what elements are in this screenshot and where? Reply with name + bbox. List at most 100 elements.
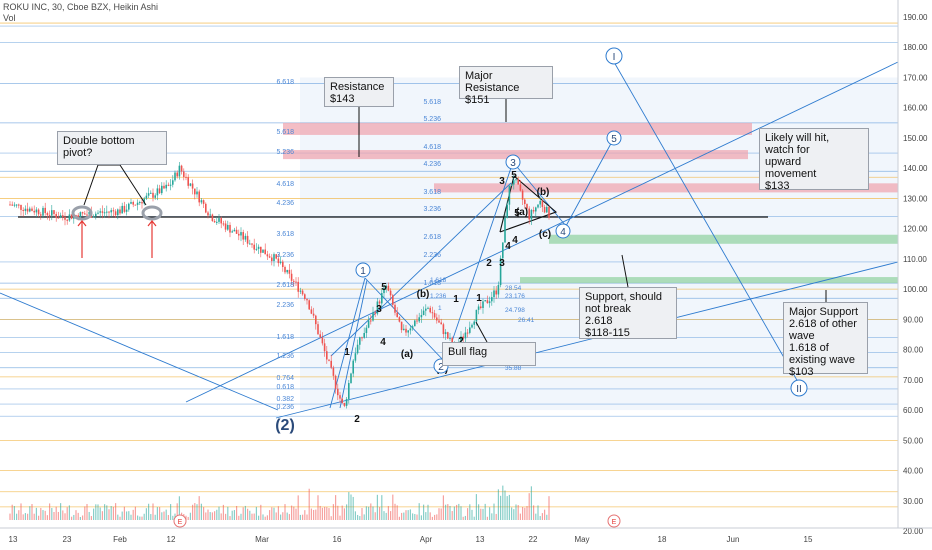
candle-body (244, 235, 247, 240)
candle-body (323, 343, 326, 352)
volume-bar (346, 504, 348, 520)
volume-bar (141, 516, 143, 520)
volume-bar (405, 510, 407, 520)
candle-body (178, 165, 181, 177)
candle-body (242, 232, 244, 240)
volume-bar (396, 505, 398, 520)
volume-bar (363, 514, 365, 520)
volume-bar (482, 508, 484, 520)
volume-bar (315, 509, 317, 520)
candle-body (535, 207, 537, 212)
candle-body (172, 180, 174, 185)
volume-bar (209, 512, 211, 520)
volume-bar (9, 513, 11, 520)
volume-bar (480, 508, 482, 520)
fib-label-small: 35.88 (505, 365, 522, 372)
volume-bar (24, 513, 26, 520)
volume-bar (317, 495, 319, 520)
volume-bar (97, 504, 99, 520)
candle-body (132, 202, 134, 205)
volume-bar (438, 508, 440, 520)
candle-body (187, 177, 189, 186)
candle-body (229, 224, 231, 233)
candle-body (240, 232, 242, 236)
wave-line (565, 137, 615, 227)
volume-bar (112, 506, 114, 520)
circled-wave-label: 5 (606, 130, 622, 146)
candle-body (317, 324, 319, 335)
wave-circle-text: 3 (510, 158, 516, 169)
x-tick-label: 23 (63, 535, 72, 544)
candle-body (108, 211, 110, 213)
candle-body (425, 308, 427, 311)
volume-bar (51, 508, 53, 520)
candle-body (62, 215, 64, 217)
volume-bar (343, 508, 345, 520)
fib-label: 5.618 (276, 129, 294, 136)
volume-bar (548, 496, 550, 520)
volume-bar (156, 507, 158, 520)
volume-bar (49, 503, 51, 520)
volume-bar (493, 503, 495, 520)
volume-bar (451, 511, 453, 520)
candle-body (141, 202, 143, 204)
volume-bar (478, 504, 480, 520)
resistance-zone (283, 122, 752, 135)
volume-bar (172, 515, 174, 520)
candle-body (530, 210, 533, 220)
wave-circle-text: 2 (438, 362, 444, 373)
volume-bar (170, 504, 172, 520)
y-tick-label: 160.00 (903, 104, 928, 113)
candle-body (341, 398, 343, 403)
wave-circle (605, 47, 623, 65)
volume-bar (328, 508, 330, 520)
candle-body (416, 320, 418, 322)
volume-bar (431, 516, 433, 520)
volume-bar (445, 504, 447, 520)
fib-label: 3.236 (276, 252, 294, 259)
candle-body (343, 402, 346, 406)
candle-body (202, 200, 205, 204)
volume-bar (517, 505, 519, 520)
x-tick-label: 13 (9, 535, 18, 544)
volume-bar (242, 507, 244, 520)
candle-body (517, 179, 519, 185)
volume-bar (16, 513, 18, 520)
volume-label: Vol (3, 13, 16, 23)
volume-bar (189, 512, 191, 520)
volume-bar (436, 514, 438, 520)
candle-body (548, 206, 550, 218)
candle-body (306, 298, 308, 301)
volume-bar (423, 504, 425, 520)
candle-body (374, 312, 376, 314)
candle-body (268, 256, 271, 258)
candle-body (121, 205, 123, 214)
volume-bar (126, 511, 128, 520)
candle-body (29, 208, 31, 212)
fib-label: 4.618 (276, 181, 294, 188)
volume-bar (86, 503, 88, 520)
double-bottom-marker (141, 205, 163, 221)
candle-body (152, 192, 154, 198)
volume-bar (324, 506, 326, 520)
fib-label: 1.618 (276, 334, 294, 341)
volume-bar (18, 510, 20, 520)
volume-bar (535, 513, 537, 520)
volume-bar (266, 515, 268, 520)
volume-bar (68, 505, 70, 520)
candle-body (411, 326, 414, 329)
candle-body (196, 191, 198, 195)
volume-bar (167, 515, 169, 520)
candle-body (301, 290, 304, 295)
volume-bar (207, 509, 209, 520)
volume-bar (211, 512, 213, 520)
volume-bar (77, 512, 79, 520)
candle-body (64, 216, 66, 220)
volume-bar (159, 507, 161, 520)
volume-bar (110, 506, 112, 520)
volume-bar (35, 507, 37, 520)
candle-body (213, 221, 216, 223)
candle-body (18, 204, 20, 206)
volume-bar (130, 514, 132, 520)
volume-bar (403, 512, 405, 520)
